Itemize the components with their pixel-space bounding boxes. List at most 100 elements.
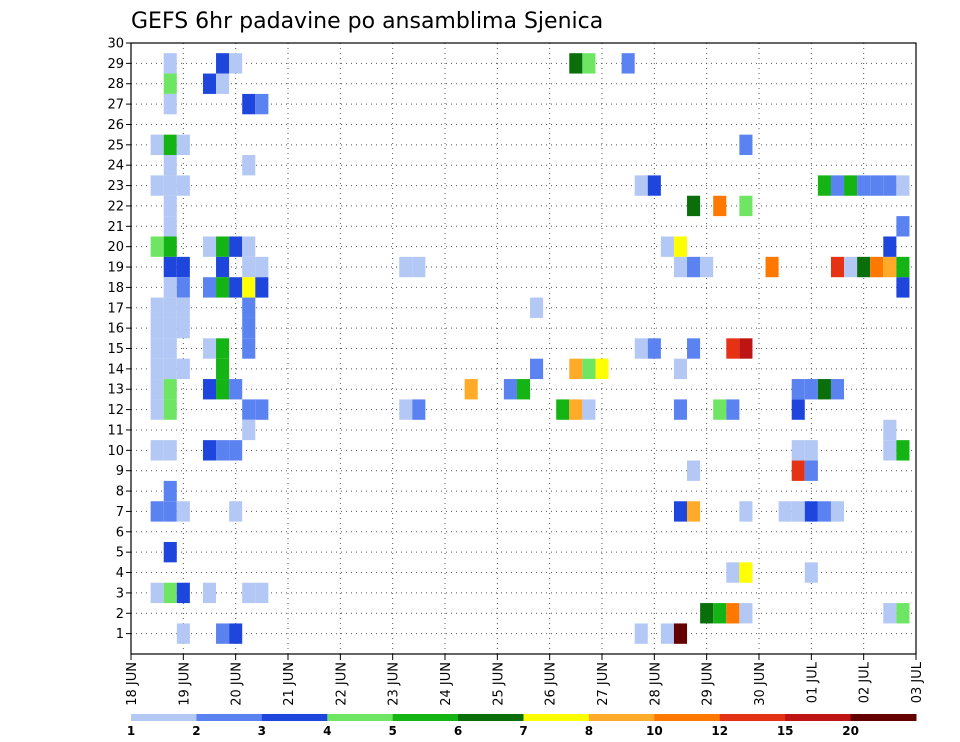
heatmap-cell <box>176 277 190 298</box>
y-tick-label: 18 <box>107 281 124 296</box>
heatmap-cell <box>582 358 596 380</box>
y-tick-label: 2 <box>116 607 124 622</box>
legend-label: 6 <box>454 724 462 738</box>
y-tick-label: 29 <box>107 57 124 72</box>
y-tick-label: 7 <box>116 505 124 520</box>
legend-label: 2 <box>192 724 200 738</box>
heatmap-cell <box>163 297 177 318</box>
heatmap-cell <box>673 358 688 380</box>
heatmap-cell <box>687 195 701 217</box>
heatmap-cell <box>857 256 871 278</box>
heatmap-cell <box>176 582 190 604</box>
y-tick-label: 25 <box>107 138 124 153</box>
heatmap-cell <box>687 256 701 278</box>
heatmap-cell <box>883 419 897 441</box>
heatmap-cell <box>569 399 583 420</box>
x-tick-label: 21 JUN <box>282 662 297 706</box>
heatmap-cell <box>647 338 661 359</box>
heatmap-cell <box>229 379 243 400</box>
heatmap-cell <box>883 175 897 196</box>
y-tick-label: 16 <box>107 322 124 337</box>
x-tick-label: 02 JUL <box>858 661 873 703</box>
heatmap-cell <box>896 277 910 298</box>
heatmap-cell <box>412 399 426 420</box>
heatmap-cells <box>150 53 910 644</box>
x-tick-label: 30 JUN <box>753 662 768 706</box>
heatmap-cell <box>163 379 177 400</box>
heatmap-cell <box>896 440 910 461</box>
heatmap-cell <box>216 236 230 257</box>
heatmap-cell <box>176 297 190 318</box>
heatmap-cell <box>163 501 177 522</box>
legend-label: 20 <box>842 724 859 738</box>
x-tick-label: 22 JUN <box>334 662 349 706</box>
heatmap-cell <box>739 195 753 217</box>
y-tick-label: 22 <box>107 199 124 214</box>
heatmap-cell <box>229 53 243 74</box>
legend-swatch <box>785 714 852 721</box>
heatmap-cell <box>503 379 517 400</box>
x-tick-label: 24 JUN <box>439 662 454 706</box>
x-tick-label: 28 JUN <box>648 662 663 706</box>
heatmap-cell <box>791 399 805 420</box>
heatmap-cell <box>150 501 164 522</box>
heatmap-cell <box>255 399 269 420</box>
heatmap-cell <box>883 236 897 257</box>
heatmap-cell <box>229 440 243 461</box>
heatmap-cell <box>242 338 256 359</box>
heatmap-cell <box>804 460 818 481</box>
heatmap-cell <box>176 623 190 644</box>
heatmap-cell <box>242 297 256 318</box>
x-tick-label: 20 JUN <box>230 662 245 706</box>
heatmap-cell <box>163 53 177 74</box>
heatmap-cell <box>791 501 805 522</box>
heatmap-cell <box>150 134 164 156</box>
heatmap-cell <box>883 603 897 624</box>
heatmap-cell <box>163 216 177 237</box>
color-legend: 1 2 3 4 5 6 7 8 10 12 15 20 <box>127 714 917 738</box>
heatmap-cell <box>739 134 753 156</box>
heatmap-cell <box>176 501 190 522</box>
y-tick-label: 24 <box>107 159 124 174</box>
heatmap-cell <box>739 501 753 522</box>
heatmap-cell <box>569 53 583 74</box>
legend-swatch <box>261 714 328 721</box>
heatmap-cell <box>830 256 845 278</box>
heatmap-cell <box>150 582 164 604</box>
legend-swatch <box>458 714 524 721</box>
heatmap-cell <box>163 256 177 278</box>
heatmap-cell <box>216 440 230 461</box>
heatmap-cell <box>242 419 256 441</box>
y-axis-ticks: 1234567891011121314151617181920212223242… <box>107 37 131 642</box>
heatmap-cell <box>202 379 217 400</box>
heatmap-cell <box>176 256 190 278</box>
x-tick-label: 29 JUN <box>701 662 716 706</box>
heatmap-cell <box>229 623 243 644</box>
y-tick-label: 27 <box>107 98 124 113</box>
heatmap-cell <box>569 358 583 380</box>
y-tick-label: 1 <box>116 627 124 642</box>
heatmap-cell <box>216 53 230 74</box>
heatmap-cell <box>163 399 177 420</box>
heatmap-cell <box>163 317 177 339</box>
x-tick-label: 26 JUN <box>544 662 559 706</box>
legend-label: 12 <box>711 724 728 738</box>
heatmap-cell <box>150 379 164 400</box>
x-tick-label: 03 JUL <box>910 661 925 703</box>
y-tick-label: 13 <box>107 383 124 398</box>
heatmap-cell <box>830 175 845 196</box>
heatmap-cell <box>150 236 164 257</box>
heatmap-cell <box>163 277 177 298</box>
heatmap-cell <box>844 175 858 196</box>
heatmap-cell <box>163 195 177 217</box>
y-tick-label: 12 <box>107 403 124 418</box>
heatmap-cell <box>804 562 818 583</box>
heatmap-cell <box>726 338 740 359</box>
heatmap-cell <box>255 582 269 604</box>
heatmap-cell <box>660 236 674 257</box>
heatmap-cell <box>830 379 845 400</box>
heatmap-cell <box>530 358 544 380</box>
legend-label: 4 <box>323 724 331 738</box>
y-tick-label: 20 <box>107 240 124 255</box>
